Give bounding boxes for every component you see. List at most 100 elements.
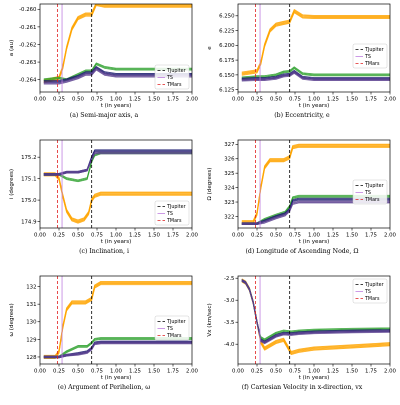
x-tick-label: 0.25 xyxy=(53,369,65,375)
y-tick-label: 6.200 xyxy=(219,43,235,49)
x-axis-label: t (in years) xyxy=(101,239,132,245)
y-axis-label: Vx (km/sec) xyxy=(207,303,213,336)
legend-label: TJupiter xyxy=(166,319,186,325)
series-line-orange xyxy=(43,284,192,360)
legend-label: TS xyxy=(364,190,371,196)
panel-caption: (a) Semi-major axis, a xyxy=(70,112,139,119)
y-tick-label: -0.264 xyxy=(19,78,37,84)
x-axis-label: t (in years) xyxy=(101,103,132,109)
y-axis-label: ω (degrees) xyxy=(9,303,15,336)
y-tick-label: -3.0 xyxy=(224,298,235,304)
series-line-purple xyxy=(241,280,390,345)
y-tick-label: 6.150 xyxy=(219,73,235,79)
x-tick-label: 0.00 xyxy=(232,97,245,103)
y-axis-label: e xyxy=(207,46,213,50)
x-tick-label: 1.25 xyxy=(327,97,339,103)
y-tick-label: 175.1 xyxy=(21,177,36,183)
series-line-orange xyxy=(43,175,192,224)
x-axis-label: t (in years) xyxy=(101,375,132,381)
x-tick-label: 2.00 xyxy=(384,97,397,103)
x-tick-label: 0.00 xyxy=(34,97,47,103)
legend-label: TMars xyxy=(166,333,182,339)
legend-label: TMars xyxy=(166,218,182,224)
series-line-green xyxy=(241,67,390,79)
series-line-orange xyxy=(241,146,390,225)
y-tick-label: -2.5 xyxy=(224,276,235,282)
panel-caption: (d) Longitude of Ascending Node, Ω xyxy=(246,248,359,255)
x-tick-label: 0.25 xyxy=(251,97,263,103)
x-axis-label: t (in years) xyxy=(299,239,330,245)
x-tick-label: 1.00 xyxy=(308,97,321,103)
x-tick-label: 2.00 xyxy=(384,369,397,375)
y-tick-label: 6.225 xyxy=(219,28,234,34)
y-tick-label: 6.175 xyxy=(219,58,234,64)
y-tick-label: 6.125 xyxy=(219,88,234,94)
series-line-purple xyxy=(43,67,192,83)
x-tick-label: 1.25 xyxy=(129,233,141,239)
legend-label: TS xyxy=(166,75,173,81)
x-tick-label: 0.00 xyxy=(34,233,47,239)
series-line-purple xyxy=(43,151,192,174)
x-tick-label: 1.00 xyxy=(110,97,123,103)
x-tick-label: 0.50 xyxy=(270,97,283,103)
x-tick-label: 1.00 xyxy=(308,233,321,239)
x-tick-label: 0.00 xyxy=(232,233,245,239)
chart-panel-d: 0.00 0.25 0.50 0.75 1.00 1.25 1.50 1.75 2.00 322 3… xyxy=(207,139,397,255)
x-tick-label: 1.50 xyxy=(346,233,359,239)
x-tick-label: 2.00 xyxy=(186,369,199,375)
y-axis-label: Ω (degrees) xyxy=(207,168,213,201)
legend-box xyxy=(352,278,388,304)
y-tick-label: 324 xyxy=(224,186,235,192)
y-tick-label: 6.250 xyxy=(219,14,235,20)
x-tick-label: 0.75 xyxy=(289,97,301,103)
y-tick-label: -0.263 xyxy=(19,60,36,66)
panel-caption: (c) Inclination, i xyxy=(79,248,129,255)
x-tick-label: 0.00 xyxy=(34,369,47,375)
series-group xyxy=(241,278,390,356)
x-tick-label: 1.25 xyxy=(129,97,141,103)
y-tick-label: -3.5 xyxy=(224,320,235,326)
y-tick-label: -0.261 xyxy=(19,25,36,31)
x-tick-label: 2.00 xyxy=(186,97,199,103)
series-group xyxy=(43,149,192,224)
x-tick-label: 1.25 xyxy=(327,233,339,239)
y-tick-label: 175.0 xyxy=(21,198,37,204)
x-tick-label: 0.25 xyxy=(251,369,263,375)
x-tick-label: 1.00 xyxy=(110,369,123,375)
panel-caption: (e) Argument of Perihelion, ω xyxy=(58,384,151,391)
x-tick-label: 0.75 xyxy=(289,369,301,375)
legend-label: TS xyxy=(166,326,173,332)
legend-label: TS xyxy=(166,211,173,217)
y-tick-label: 174.9 xyxy=(21,219,37,225)
x-axis-label: t (in years) xyxy=(299,375,330,381)
x-tick-label: 1.75 xyxy=(167,233,179,239)
y-tick-label: 131 xyxy=(26,302,36,308)
x-tick-label: 1.25 xyxy=(327,369,339,375)
y-tick-label: -4.0 xyxy=(224,342,235,348)
x-tick-label: 0.50 xyxy=(72,233,85,239)
x-tick-label: 1.50 xyxy=(148,233,161,239)
y-tick-label: 128 xyxy=(26,355,37,361)
legend-label: TMars xyxy=(364,197,380,203)
x-tick-label: 0.25 xyxy=(53,233,65,239)
legend-box xyxy=(154,64,190,90)
x-tick-label: 1.75 xyxy=(167,97,179,103)
x-tick-label: 0.75 xyxy=(91,233,103,239)
x-tick-label: 2.00 xyxy=(186,233,199,239)
x-tick-label: 1.75 xyxy=(365,369,377,375)
x-tick-label: 1.00 xyxy=(308,369,321,375)
x-tick-label: 1.50 xyxy=(148,97,161,103)
x-tick-label: 0.50 xyxy=(72,369,85,375)
y-tick-label: -0.260 xyxy=(19,7,37,13)
series-line-navy xyxy=(43,150,192,175)
x-tick-label: 0.50 xyxy=(270,369,283,375)
legend-label: TJupiter xyxy=(364,282,384,288)
x-tick-label: 1.50 xyxy=(346,369,359,375)
x-tick-label: 1.25 xyxy=(129,369,141,375)
y-tick-label: 323 xyxy=(224,200,234,206)
panel-caption: (b) Eccentricity, e xyxy=(274,112,330,119)
legend-label: TMars xyxy=(364,61,380,67)
